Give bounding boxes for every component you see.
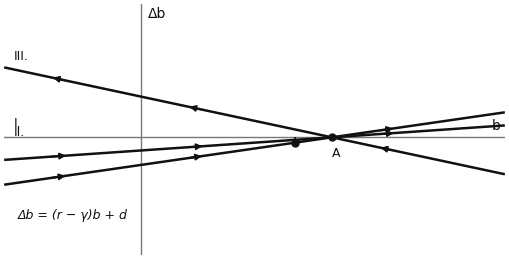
- Text: II.: II.: [13, 126, 24, 139]
- Text: III.: III.: [13, 50, 28, 63]
- Text: Δb: Δb: [148, 7, 166, 21]
- Text: I.: I.: [13, 117, 21, 130]
- Text: Δb = (r − γ)b + d: Δb = (r − γ)b + d: [18, 209, 128, 222]
- Text: b: b: [491, 119, 500, 133]
- Text: A: A: [332, 147, 341, 160]
